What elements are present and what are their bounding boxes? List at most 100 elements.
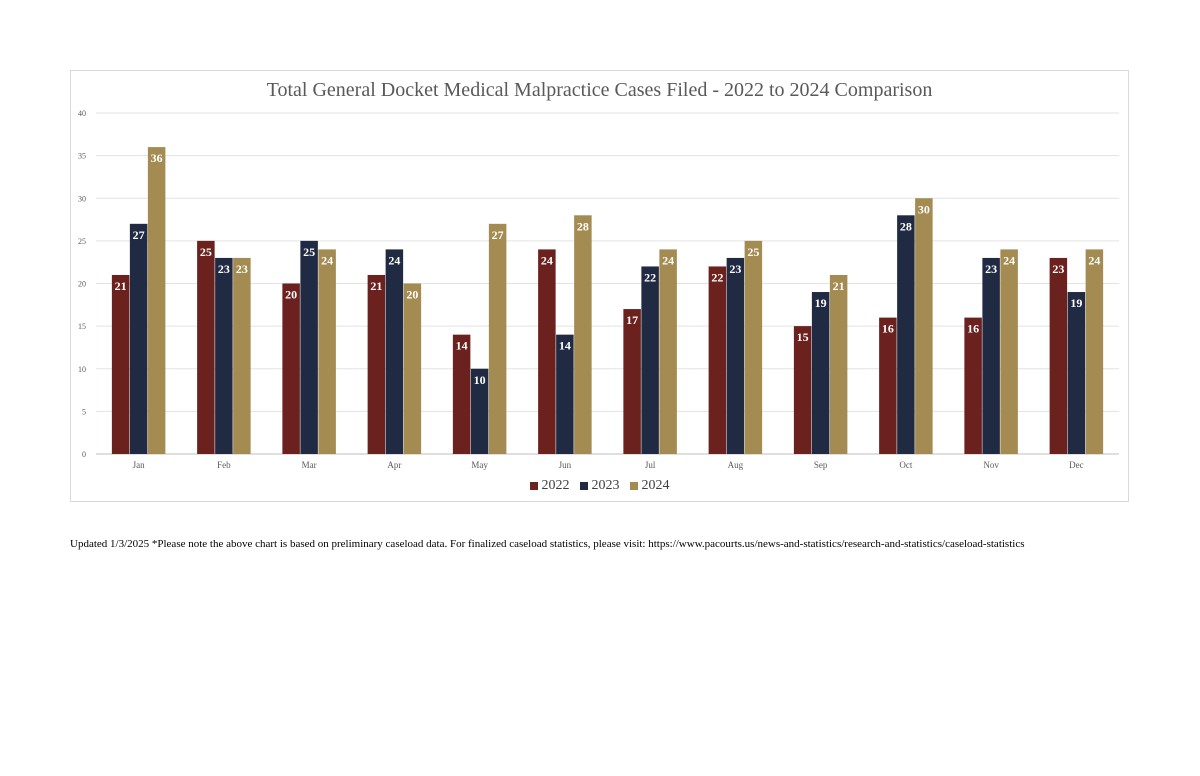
data-label: 23 — [218, 262, 230, 276]
legend-label: 2022 — [541, 478, 570, 493]
data-label: 20 — [406, 288, 418, 302]
bar — [318, 249, 336, 454]
data-label: 36 — [151, 151, 163, 165]
data-label: 28 — [577, 219, 589, 233]
bar — [708, 266, 727, 454]
bar — [793, 326, 812, 454]
x-tick-label: Aug — [728, 460, 744, 470]
x-tick-label: Dec — [1069, 460, 1084, 470]
data-label: 22 — [711, 270, 723, 284]
data-label: 16 — [882, 322, 894, 336]
chart-legend: 2022 2023 2024 — [71, 478, 1128, 494]
legend-label: 2024 — [641, 478, 670, 493]
data-label: 14 — [559, 339, 571, 353]
y-tick-label: 0 — [82, 450, 86, 459]
data-label: 19 — [1070, 296, 1082, 310]
data-label: 25 — [200, 245, 212, 259]
data-label: 24 — [321, 253, 333, 267]
data-label: 30 — [918, 202, 930, 216]
bar — [982, 257, 1000, 454]
bar — [574, 215, 592, 454]
data-label: 22 — [644, 270, 656, 284]
bar — [964, 317, 982, 454]
footnote: Updated 1/3/2025 *Please note the above … — [70, 538, 1025, 550]
bar — [538, 249, 556, 454]
y-tick-label: 5 — [82, 407, 86, 416]
bar — [282, 283, 300, 454]
bar — [811, 292, 830, 454]
y-tick-label: 10 — [78, 365, 86, 374]
bar — [879, 317, 897, 454]
bar — [1049, 257, 1068, 454]
bar — [1085, 249, 1104, 454]
x-tick-label: Nov — [983, 460, 999, 470]
bar — [452, 334, 471, 454]
data-label: 24 — [541, 253, 553, 267]
x-tick-label: Mar — [302, 460, 317, 470]
legend-swatch — [629, 482, 638, 490]
legend-label: 2023 — [591, 478, 620, 493]
data-label: 23 — [236, 262, 248, 276]
bar — [556, 334, 574, 454]
bar — [641, 266, 659, 454]
bar — [111, 274, 130, 454]
legend-item: 2022 — [529, 478, 570, 494]
bar — [1067, 292, 1086, 454]
bar — [659, 249, 677, 454]
data-label: 25 — [747, 245, 759, 259]
bar-chart-plot: 0 5 10 15 20 25 30 35 40 Jan 21 27 36 Feb 25 23 23 Mar 20 2… — [78, 109, 1119, 470]
x-tick-label: Jul — [645, 460, 656, 470]
bar — [744, 240, 763, 454]
bar — [233, 257, 251, 454]
y-tick-label: 40 — [78, 109, 86, 118]
bar — [1000, 249, 1018, 454]
x-tick-label: Jan — [133, 460, 145, 470]
x-tick-label: Oct — [899, 460, 912, 470]
data-label: 28 — [900, 219, 912, 233]
bar — [470, 368, 489, 454]
data-label: 21 — [115, 279, 127, 293]
legend-swatch — [579, 482, 588, 490]
data-label: 20 — [285, 288, 297, 302]
bar — [197, 240, 215, 454]
x-tick-label: Feb — [217, 460, 231, 470]
bar — [129, 223, 148, 454]
y-tick-label: 30 — [78, 194, 86, 203]
bar — [215, 257, 233, 454]
bar — [623, 309, 641, 454]
bar — [367, 274, 386, 454]
data-label: 27 — [133, 228, 145, 242]
x-tick-label: May — [471, 460, 488, 470]
legend-swatch — [529, 482, 538, 490]
x-tick-label: Sep — [814, 460, 828, 470]
bar — [829, 274, 848, 454]
data-label: 23 — [729, 262, 741, 276]
x-tick-label: Apr — [387, 460, 401, 470]
y-tick-label: 35 — [78, 152, 86, 161]
data-label: 16 — [967, 322, 979, 336]
bar — [897, 215, 915, 454]
data-label: 21 — [833, 279, 845, 293]
legend-item: 2024 — [629, 478, 670, 494]
x-tick-label: Jun — [559, 460, 572, 470]
data-label: 27 — [492, 228, 504, 242]
data-label: 23 — [985, 262, 997, 276]
y-tick-label: 20 — [78, 280, 86, 289]
data-label: 24 — [1003, 253, 1015, 267]
bar — [488, 223, 507, 454]
y-tick-label: 25 — [78, 237, 86, 246]
data-label: 24 — [388, 253, 400, 267]
data-label: 24 — [662, 253, 674, 267]
data-label: 24 — [1088, 253, 1100, 267]
legend-item: 2023 — [579, 478, 620, 494]
data-label: 17 — [626, 313, 638, 327]
data-label: 14 — [456, 339, 468, 353]
data-label: 19 — [815, 296, 827, 310]
bar — [385, 249, 404, 454]
y-tick-label: 15 — [78, 322, 86, 331]
data-label: 25 — [303, 245, 315, 259]
bar — [403, 283, 422, 454]
chart-title: Total General Docket Medical Malpractice… — [266, 79, 933, 101]
bar — [726, 257, 745, 454]
data-label: 23 — [1052, 262, 1064, 276]
